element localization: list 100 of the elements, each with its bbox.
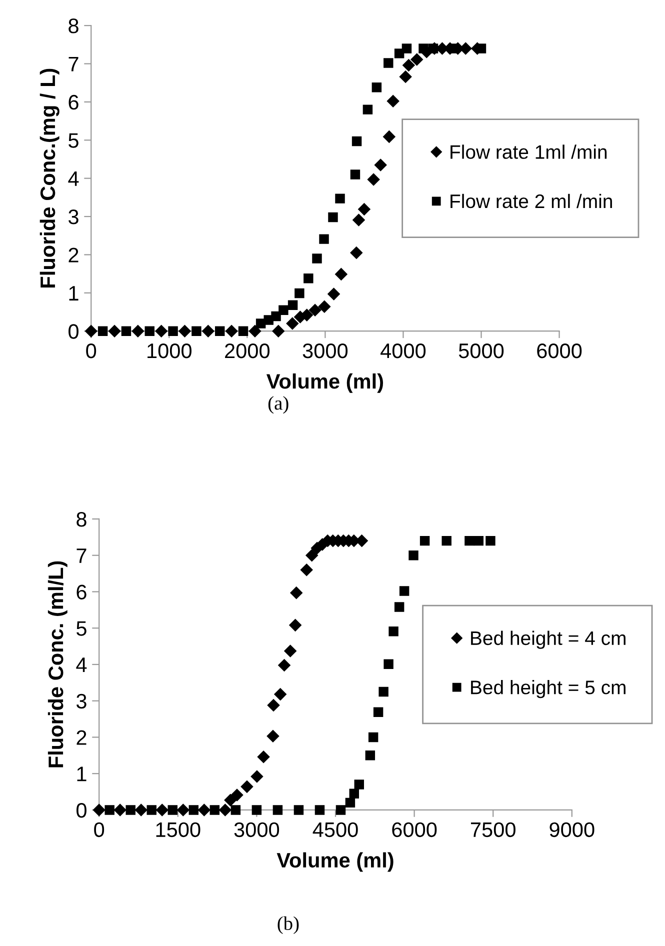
x-tick-label: 3000	[234, 822, 280, 838]
point	[98, 326, 108, 336]
point	[335, 268, 348, 280]
text: (a)	[268, 396, 288, 414]
point	[464, 536, 474, 546]
point	[290, 586, 302, 599]
point	[352, 136, 362, 146]
point	[350, 246, 362, 259]
y-tick-label: 4	[76, 658, 87, 672]
x-axis-title: Volume (ml)	[276, 852, 394, 872]
point	[230, 788, 244, 802]
x-tick-label: 3000	[302, 343, 348, 358]
point	[418, 44, 428, 54]
point	[135, 804, 148, 816]
point	[256, 318, 266, 328]
y-axis-title: Fluoride Conc. (ml/L)	[48, 561, 68, 768]
point	[378, 686, 388, 697]
point	[272, 325, 284, 338]
point	[294, 288, 304, 298]
point	[402, 44, 412, 54]
point	[384, 58, 394, 68]
y-axis-title: Fluoride Conc.(mg / L)	[40, 68, 60, 288]
point	[121, 326, 132, 336]
point	[155, 325, 168, 338]
y-tick-label: 5	[68, 133, 78, 148]
point	[288, 300, 298, 310]
point	[266, 730, 280, 742]
y-tick-label: 1	[77, 766, 86, 782]
point	[214, 326, 225, 336]
x-tick-label: 4000	[380, 343, 426, 358]
point	[358, 203, 370, 216]
point	[192, 326, 202, 336]
point	[384, 659, 394, 669]
y-tick-label: 3	[76, 694, 86, 709]
point	[345, 798, 356, 808]
point	[240, 780, 254, 793]
y-tick-label: 6	[68, 94, 78, 110]
x-tick-label: 0	[94, 822, 104, 838]
point	[177, 804, 190, 816]
point	[168, 805, 178, 815]
point	[373, 707, 384, 717]
point	[230, 805, 241, 815]
y-tick-label: 0	[76, 802, 86, 818]
point	[314, 805, 325, 815]
point	[399, 586, 410, 596]
y-tick-label: 3	[68, 210, 78, 224]
y-tick-label: 1	[69, 286, 78, 300]
point	[210, 805, 220, 815]
x-tick-label: 9000	[550, 822, 594, 838]
point	[289, 619, 302, 632]
point	[474, 536, 484, 546]
legend-label: Flow rate 1ml /min	[450, 144, 607, 159]
y-tick-label: 8	[76, 512, 86, 527]
point	[408, 550, 418, 560]
y-tick-label: 4	[68, 172, 79, 186]
point	[383, 130, 396, 143]
point	[202, 325, 214, 338]
y-tick-label: 8	[68, 18, 78, 34]
point	[257, 750, 270, 763]
point	[486, 536, 496, 546]
point	[294, 805, 304, 815]
y-tick-label: 2	[68, 248, 78, 262]
point	[168, 326, 178, 336]
point	[250, 770, 264, 783]
point	[354, 780, 364, 790]
point	[271, 311, 281, 322]
point	[349, 788, 360, 798]
point	[224, 794, 237, 806]
point	[368, 732, 378, 742]
point	[144, 326, 154, 336]
point	[114, 804, 126, 816]
point	[156, 804, 168, 816]
x-tick-label: 0	[86, 343, 96, 358]
x-tick-label: 1000	[148, 343, 192, 358]
point	[304, 274, 314, 284]
point	[248, 325, 262, 338]
point	[362, 104, 373, 114]
x-axis-title: Volume (ml)	[266, 373, 383, 393]
point	[335, 194, 345, 204]
point	[442, 536, 452, 546]
point	[278, 305, 288, 315]
y-tick-label: 0	[68, 324, 78, 339]
point	[374, 158, 387, 172]
point	[402, 59, 415, 72]
point	[300, 564, 313, 576]
point	[238, 326, 248, 336]
point	[372, 82, 382, 92]
x-tick-label: 2000	[225, 343, 270, 358]
legend-label: Bed height = 5 cm	[471, 680, 626, 698]
legend-label: Bed height = 4 cm	[471, 630, 626, 649]
point	[399, 70, 412, 83]
point	[410, 53, 423, 66]
y-tick-label: 5	[76, 621, 86, 636]
point	[350, 170, 360, 180]
point	[286, 317, 299, 330]
x-tick-label: 5000	[458, 343, 504, 358]
y-tick-label: 2	[76, 730, 86, 745]
x-tick-label: 6000	[392, 822, 437, 838]
x-tick-label: 1500	[156, 822, 200, 838]
text: (b)	[278, 916, 299, 934]
